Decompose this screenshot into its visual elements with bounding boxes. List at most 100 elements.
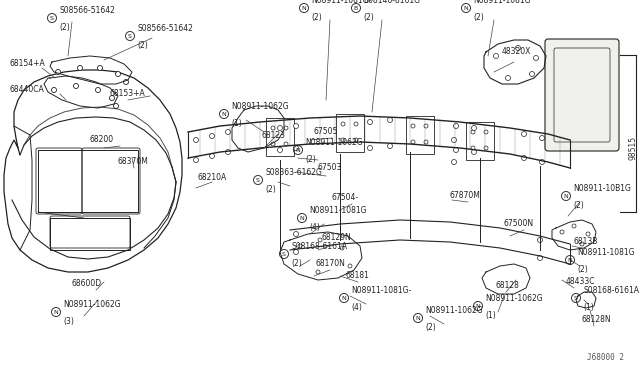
Circle shape xyxy=(451,160,456,164)
Text: S: S xyxy=(128,33,132,38)
Text: S: S xyxy=(50,16,54,20)
Text: (2): (2) xyxy=(59,23,70,32)
Circle shape xyxy=(538,237,543,243)
Text: 68170N: 68170N xyxy=(316,260,346,269)
Text: N: N xyxy=(54,310,58,314)
Circle shape xyxy=(294,145,298,151)
Text: (1): (1) xyxy=(485,311,496,320)
Text: 67504-: 67504- xyxy=(332,193,359,202)
Text: N08911-1062G: N08911-1062G xyxy=(425,306,483,315)
Text: S08168-6161A: S08168-6161A xyxy=(583,286,639,295)
Circle shape xyxy=(411,124,415,128)
Text: N: N xyxy=(568,257,572,263)
Circle shape xyxy=(367,119,372,125)
Text: S08566-51642: S08566-51642 xyxy=(59,6,115,15)
Text: N08911-1081G: N08911-1081G xyxy=(309,206,367,215)
Circle shape xyxy=(51,87,56,93)
Circle shape xyxy=(540,160,545,164)
Text: B08146-8161G: B08146-8161G xyxy=(363,0,420,5)
Circle shape xyxy=(540,135,545,141)
Text: 67500N: 67500N xyxy=(504,219,534,228)
Circle shape xyxy=(506,76,511,80)
Text: 68154+A: 68154+A xyxy=(10,60,45,68)
Circle shape xyxy=(209,134,214,138)
Circle shape xyxy=(354,122,358,126)
Text: (2): (2) xyxy=(137,41,148,50)
Circle shape xyxy=(225,129,230,135)
Text: (2): (2) xyxy=(311,13,322,22)
Circle shape xyxy=(97,65,102,71)
Circle shape xyxy=(95,87,100,93)
Text: 67505: 67505 xyxy=(314,128,339,137)
Circle shape xyxy=(580,242,584,246)
Circle shape xyxy=(471,146,475,150)
Text: N: N xyxy=(564,193,568,199)
Circle shape xyxy=(424,124,428,128)
Bar xyxy=(266,118,294,156)
Text: (2): (2) xyxy=(265,185,276,194)
Circle shape xyxy=(387,144,392,148)
Circle shape xyxy=(271,142,275,146)
Circle shape xyxy=(341,138,345,142)
Text: (4): (4) xyxy=(351,303,362,312)
Circle shape xyxy=(529,71,534,77)
Text: N: N xyxy=(476,304,481,308)
Circle shape xyxy=(284,126,288,130)
Circle shape xyxy=(77,65,83,71)
Circle shape xyxy=(454,148,458,153)
Bar xyxy=(406,116,434,154)
Text: S08566-51642: S08566-51642 xyxy=(137,24,193,33)
Circle shape xyxy=(225,150,230,154)
Text: N: N xyxy=(300,215,305,221)
Text: S08363-6162G: S08363-6162G xyxy=(265,168,322,177)
Text: (2): (2) xyxy=(577,265,588,274)
Text: 68181: 68181 xyxy=(346,272,370,280)
Circle shape xyxy=(115,71,120,77)
Circle shape xyxy=(572,224,576,228)
Circle shape xyxy=(586,232,590,236)
Circle shape xyxy=(367,145,372,151)
Text: N08911-1081G-: N08911-1081G- xyxy=(311,0,371,5)
Text: N08911-1062G: N08911-1062G xyxy=(231,102,289,111)
Text: N08911-1081G-: N08911-1081G- xyxy=(351,286,412,295)
Circle shape xyxy=(193,157,198,163)
Circle shape xyxy=(472,125,477,131)
Bar xyxy=(336,114,364,152)
Text: N: N xyxy=(342,295,346,301)
Circle shape xyxy=(411,140,415,144)
Text: (2): (2) xyxy=(305,155,316,164)
Circle shape xyxy=(522,155,527,160)
Circle shape xyxy=(340,246,344,250)
Circle shape xyxy=(454,124,458,128)
Text: N08911-1062G: N08911-1062G xyxy=(63,300,120,309)
Text: 48320X: 48320X xyxy=(502,48,531,57)
Bar xyxy=(38,150,138,212)
Circle shape xyxy=(451,138,456,142)
Text: N: N xyxy=(463,6,468,10)
Text: S: S xyxy=(574,295,578,301)
Circle shape xyxy=(278,125,282,131)
Text: (2): (2) xyxy=(425,323,436,332)
Circle shape xyxy=(472,150,477,154)
Text: (4): (4) xyxy=(309,223,320,232)
Text: (1): (1) xyxy=(231,119,242,128)
Text: 68440CA: 68440CA xyxy=(10,86,45,94)
Circle shape xyxy=(298,244,302,248)
Text: N08911-10B1G: N08911-10B1G xyxy=(573,184,631,193)
Text: 68128N: 68128N xyxy=(582,315,612,324)
Text: (2): (2) xyxy=(573,201,584,210)
FancyBboxPatch shape xyxy=(545,39,619,151)
Text: 68200: 68200 xyxy=(90,135,114,144)
Circle shape xyxy=(318,238,322,242)
Text: N08911-1062G: N08911-1062G xyxy=(485,294,543,303)
Circle shape xyxy=(387,118,392,122)
Text: 68370M: 68370M xyxy=(118,157,149,167)
Circle shape xyxy=(209,154,214,158)
Text: B: B xyxy=(354,6,358,10)
Circle shape xyxy=(316,270,320,274)
Circle shape xyxy=(493,54,499,58)
Text: N: N xyxy=(221,112,227,116)
Text: 68128: 68128 xyxy=(496,282,520,291)
Circle shape xyxy=(278,148,282,153)
Circle shape xyxy=(193,138,198,142)
